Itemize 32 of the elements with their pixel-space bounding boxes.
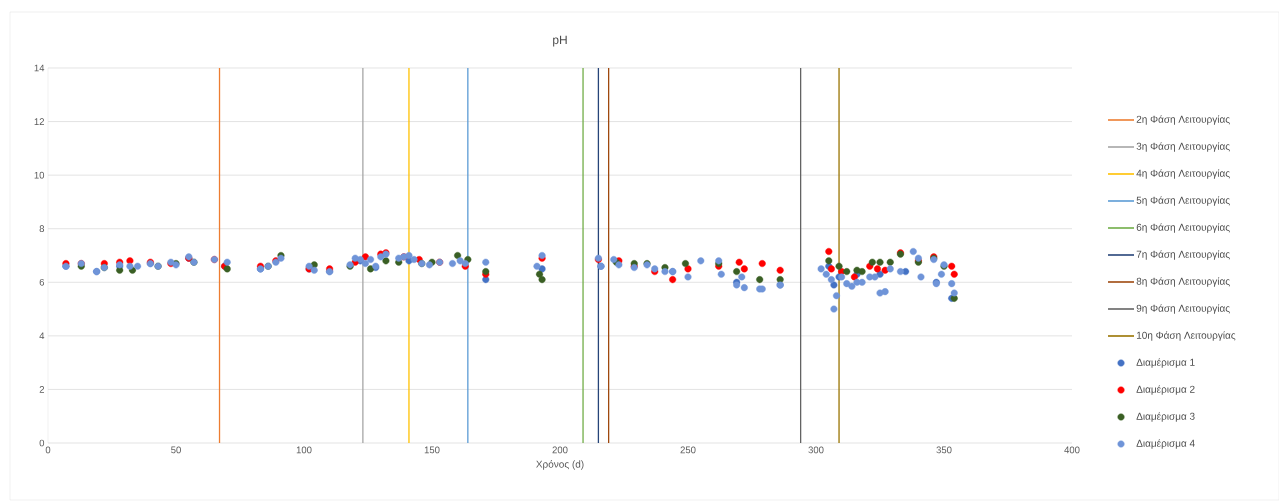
legend-label: Διαμέρισμα 4 [1136,439,1195,449]
y-tick-label: 6 [39,278,45,286]
legend-label: 4η Φάση Λειτουργίας [1136,169,1230,179]
chart-title: pH [553,35,567,47]
legend-label: 2η Φάση Λειτουργίας [1136,115,1230,125]
x-tick-label: 100 [296,446,312,454]
legend-label: Διαμέρισμα 3 [1136,412,1195,422]
x-tick-label: 0 [45,446,51,454]
legend-label: 10η Φάση Λειτουργίας [1136,331,1236,341]
y-tick-label: 10 [34,171,45,179]
x-tick-label: 250 [680,446,696,454]
legend-label: 7η Φάση Λειτουργίας [1136,250,1230,260]
legend-label: 5η Φάση Λειτουργίας [1136,196,1230,206]
legend-label: 8η Φάση Λειτουργίας [1136,277,1230,287]
y-tick-label: 0 [39,439,45,447]
y-tick-label: 2 [39,386,45,393]
y-tick-label: 4 [39,332,45,340]
x-tick-label: 300 [808,446,824,454]
x-tick-label: 50 [171,446,181,454]
legend-label: 6η Φάση Λειτουργίας [1136,223,1230,233]
x-axis-title: Χρόνος (d) [536,460,584,470]
x-tick-label: 200 [552,446,568,454]
legend-label: 9η Φάση Λειτουργίας [1136,304,1230,314]
y-tick-label: 8 [39,225,45,233]
y-tick-label: 12 [34,118,45,125]
legend-label: Διαμέρισμα 1 [1136,358,1195,368]
x-tick-label: 150 [424,446,440,454]
y-tick-label: 14 [34,64,45,72]
x-tick-label: 350 [936,446,952,454]
legend-label: 3η Φάση Λειτουργίας [1136,142,1230,152]
legend-label: Διαμέρισμα 2 [1136,385,1195,395]
x-tick-label: 400 [1064,446,1080,454]
